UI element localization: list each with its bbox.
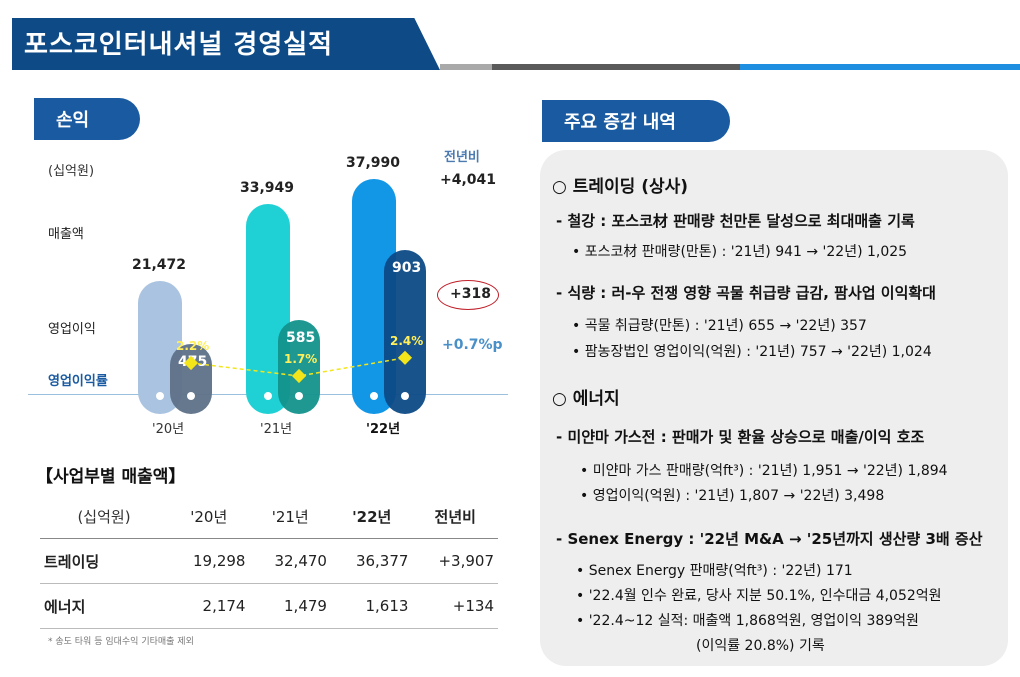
label-op-income-2022: 903 [392,259,422,276]
table-row: 에너지 2,174 1,479 1,613 +134 [40,583,498,629]
label-op-margin-2021: 1.7% [284,352,318,366]
bar-base-dot [401,392,409,400]
row-label-op-margin: 영업이익률 [48,374,108,389]
table-header-yoy: 전년비 [412,494,498,539]
label-op-margin-2020: 2.2% [176,339,210,353]
energy-senex-bullet-1: • Senex Energy 판매량(억ft³) : '22년) 171 [576,563,853,579]
changes-panel [540,150,1008,666]
header-rule-gray [440,64,492,70]
table-header-unit: (십억원) [40,494,168,539]
table-header-2021: '21년 [249,494,331,539]
energy-myanmar-bullet-1: • 미얀마 가스 판매량(억ft³) : '21년) 1,951 → '22년)… [580,463,948,479]
row-label-op-income: 영업이익 [48,322,96,337]
table-row-label: 트레이딩 [40,538,168,584]
op-margin-point [183,355,199,371]
table-cell: 2,174 [168,583,250,629]
title-banner [12,18,440,70]
label-revenue-2021: 33,949 [240,180,295,197]
table-row-label: 에너지 [40,583,168,629]
row-label-revenue: 매출액 [48,227,84,242]
bar-base-dot [295,392,303,400]
category-label-2022: '22년 [366,422,401,437]
footnote: * 송도 타워 등 임대수익 기타매출 제외 [48,637,194,647]
category-label-2020: '20년 [152,422,185,437]
section-label-income: 손익 [34,98,140,140]
energy-myanmar-bullet-2: • 영업이익(억원) : '21년) 1,807 → '22년) 3,498 [580,488,885,504]
bar-base-dot [370,392,378,400]
trading-food-bullet-2: • 팜농장법인 영업이익(억원) : '21년) 757 → '22년) 1,0… [572,344,932,360]
table-cell: 32,470 [249,538,331,584]
table-cell: +3,907 [412,538,498,584]
energy-myanmar-head: - 미얀마 가스전 : 판매가 및 환율 상승으로 매출/이익 호조 [556,428,925,446]
energy-senex-head: - Senex Energy : '22년 M&A → '25년까지 생산량 3… [556,530,983,548]
label-op-income-2021: 585 [286,329,316,346]
table-header-2022: '22년 [330,494,413,539]
yoy-op-income: +318 [450,286,491,302]
trading-steel-bullet: • 포스코材 판매량(만톤) : '21년) 941 → '22년) 1,025 [572,244,908,260]
table-header-row: (십억원) '20년 '21년 '22년 전년비 [40,494,498,539]
income-chart: 21,472 33,949 37,990 475 585 903 2.2% 1.… [0,0,520,450]
energy-senex-bullet-2: • '22.4월 인수 완료, 당사 지분 50.1%, 인수대금 4,052억… [576,588,942,604]
op-margin-point [397,350,413,365]
label-revenue-2022: 37,990 [346,155,401,172]
energy-title: ○ 에너지 [552,389,620,409]
label-op-margin-2022: 2.4% [390,333,424,348]
table-cell: +134 [412,583,498,629]
bar-op-income-2020 [170,344,212,414]
table-cell: 19,298 [168,538,250,584]
label-revenue-2020: 21,472 [132,257,187,274]
segment-table: (십억원) '20년 '21년 '22년 전년비 트레이딩 19,298 32,… [40,494,498,629]
bar-base-dot [264,392,272,400]
page-title: 포스코인터내셔널 경영실적 [24,30,334,60]
header-rule-blue [740,64,1020,70]
trading-food-head: - 식량 : 러-우 전쟁 영향 곡물 취급량 급감, 팜사업 이익확대 [556,284,936,302]
bar-op-income-2022 [384,249,426,414]
table-cell: 1,479 [249,583,331,629]
table-row: 트레이딩 19,298 32,470 36,377 +3,907 [40,538,498,584]
unit-label: (십억원) [48,164,95,179]
trading-food-bullet-1: • 곡물 취급량(만톤) : '21년) 655 → '22년) 357 [572,318,867,334]
trading-title: ○ 트레이딩 (상사) [552,177,689,197]
energy-senex-bullet-3: • '22.4~12 실적: 매출액 1,868억원, 영업이익 389억원 [576,613,919,629]
bar-base-dot [187,392,195,400]
bar-base-dot [156,392,164,400]
yoy-revenue: +4,041 [440,172,497,188]
segment-title: 【사업부별 매출액】 [36,467,186,487]
highlight-ellipse [437,280,499,310]
category-label-2021: '21년 [260,422,293,437]
yoy-header: 전년비 [444,150,480,165]
table-cell: 36,377 [330,538,413,584]
table-cell: 1,613 [330,583,413,629]
table-header-2020: '20년 [168,494,250,539]
section-label-changes: 주요 증감 내역 [542,100,730,142]
energy-senex-tail: (이익률 20.8%) 기록 [696,638,825,654]
trading-steel-head: - 철강 : 포스코材 판매량 천만톤 달성으로 최대매출 기록 [556,212,915,230]
yoy-op-margin: +0.7%p [442,337,503,353]
header-rule-dark [492,64,740,70]
op-margin-line [183,350,413,384]
op-margin-point [291,368,307,384]
